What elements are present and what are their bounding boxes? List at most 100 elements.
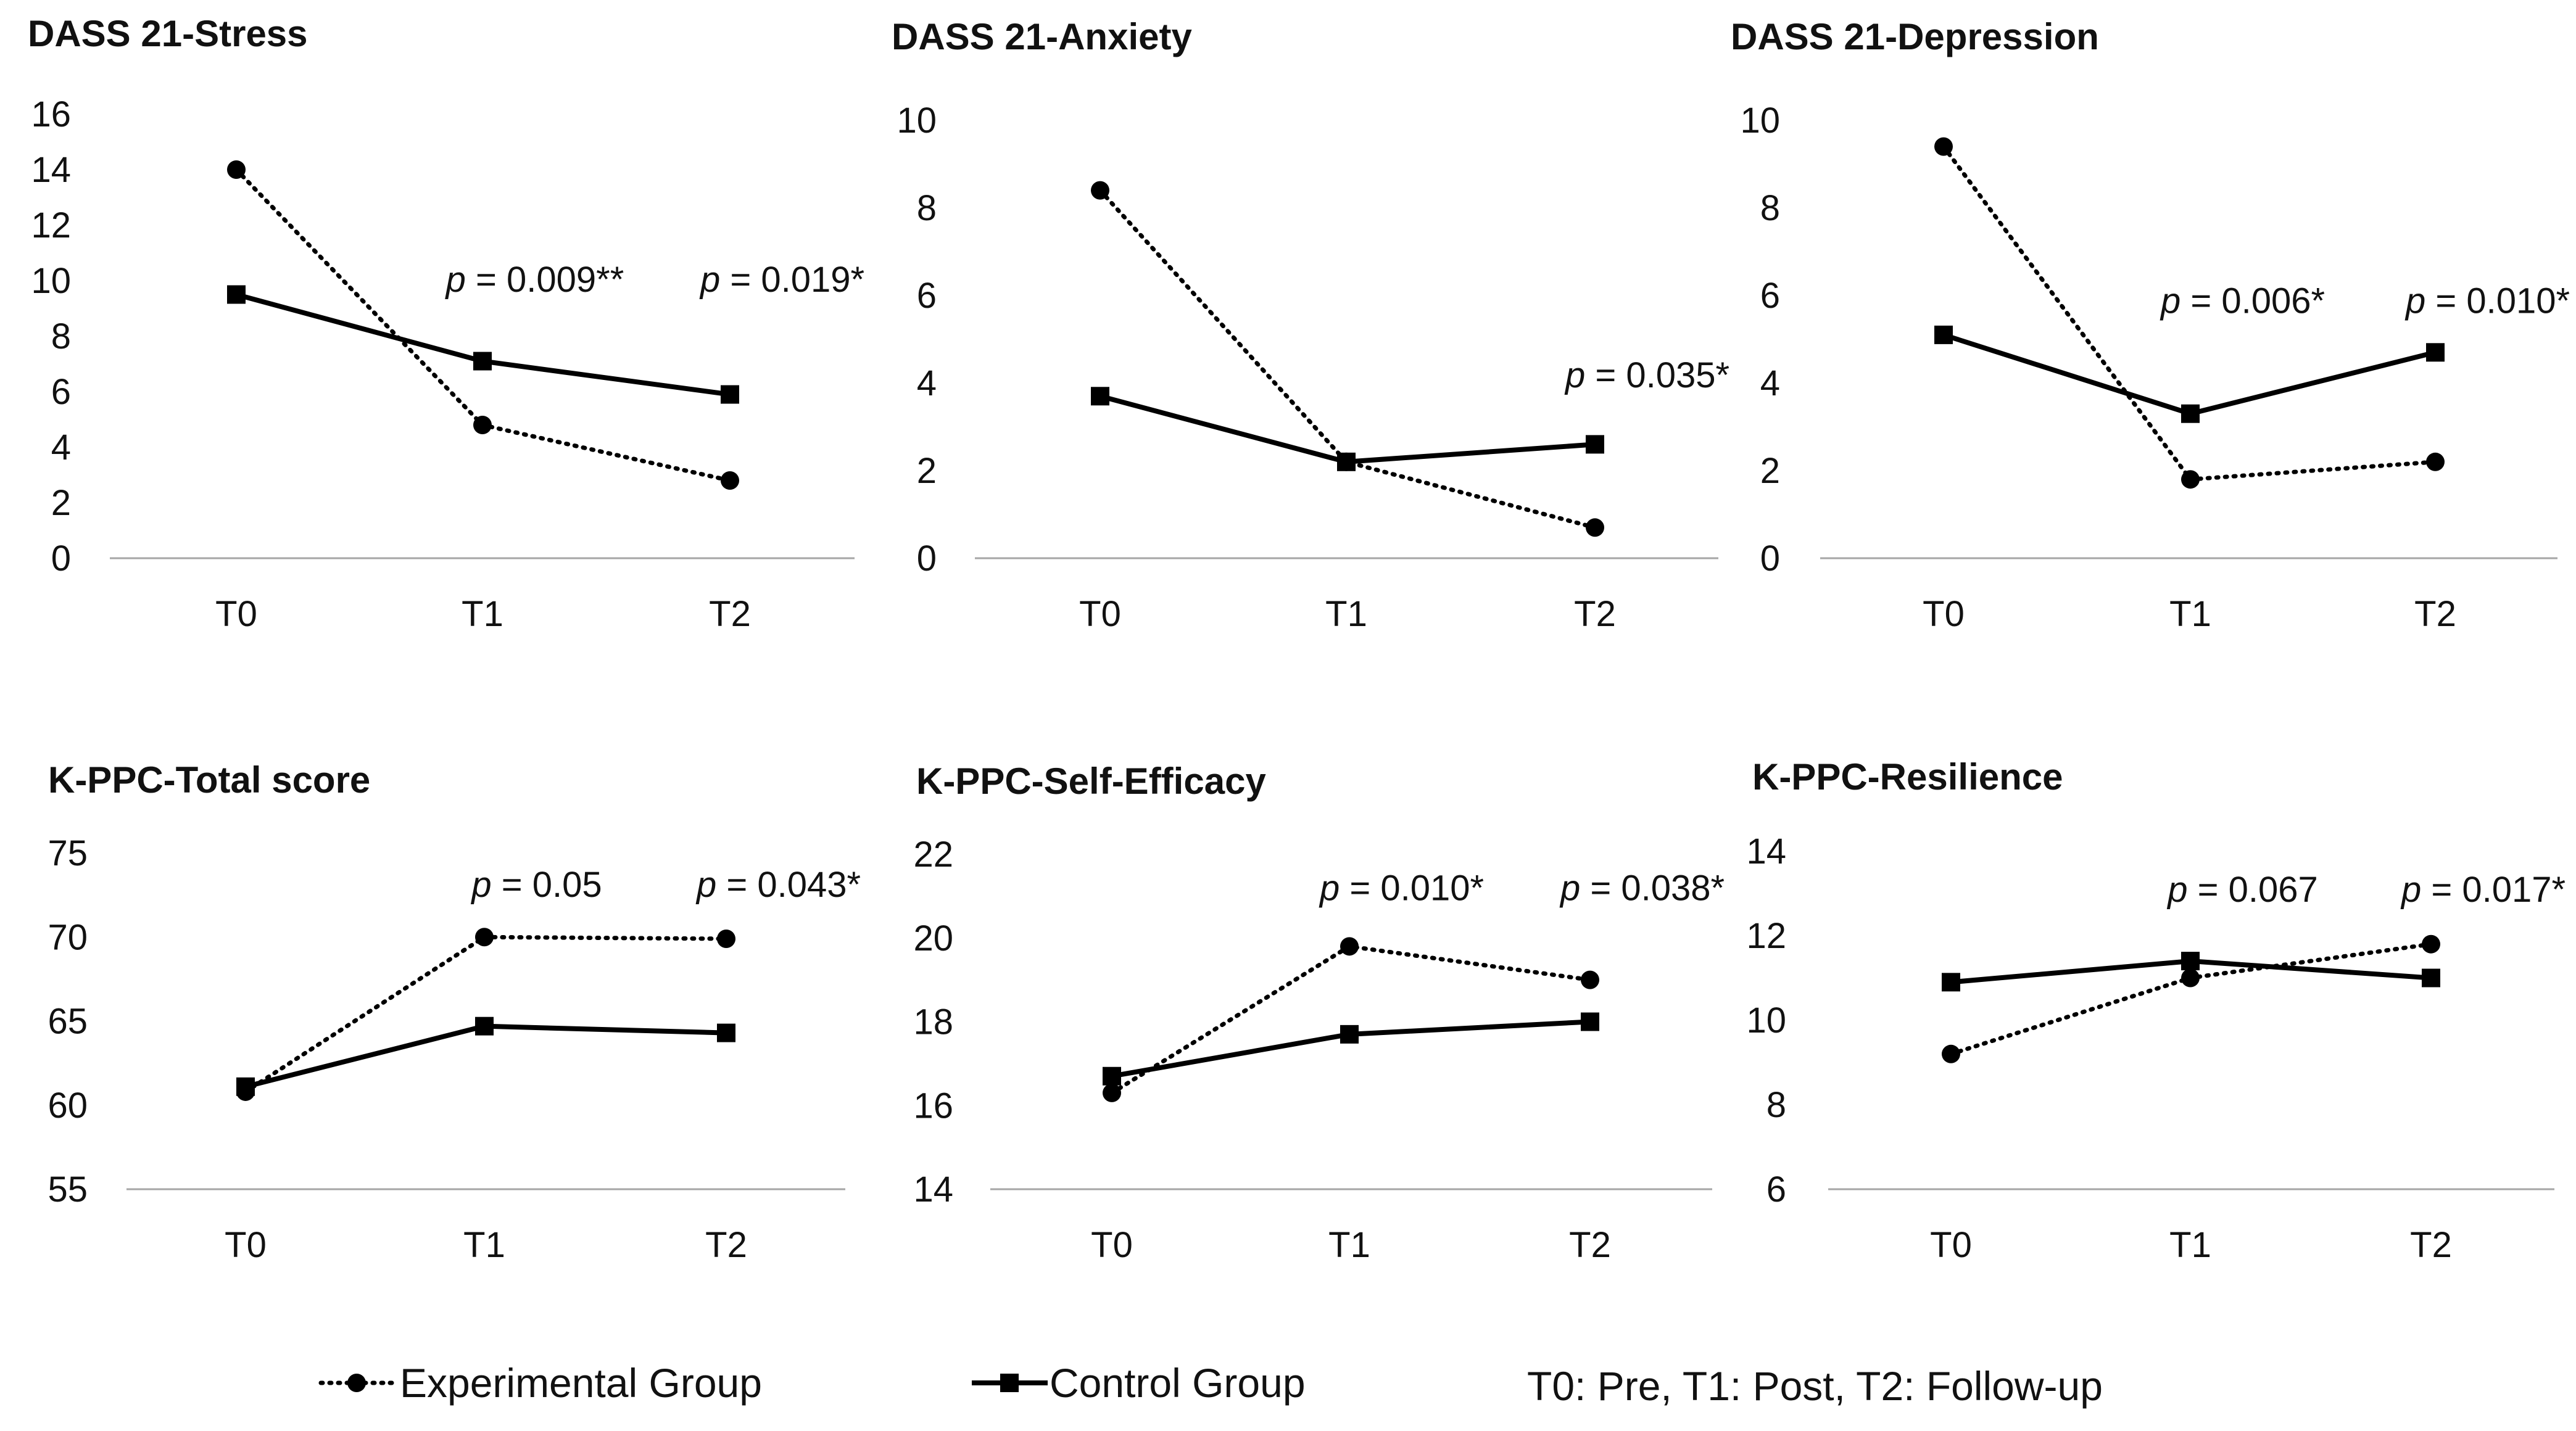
p-value-annotation: p = 0.067 [2166, 870, 2318, 910]
experimental-point [1586, 518, 1604, 537]
y-tick-label: 12 [31, 205, 71, 245]
x-tick-label: T2 [2410, 1225, 2452, 1265]
x-tick-label: T0 [225, 1225, 267, 1265]
y-tick-label: 6 [917, 276, 937, 316]
legend-timepoint-note: T0: Pre, T1: Post, T2: Follow-up [1527, 1363, 2103, 1409]
y-tick-label: 12 [1746, 916, 1786, 956]
x-tick-label: T1 [1325, 594, 1367, 634]
x-tick-label: T2 [2414, 594, 2456, 634]
x-tick-label: T0 [1923, 594, 1965, 634]
control-series-line [1099, 394, 1596, 464]
experimental-series-line [1109, 944, 1592, 1095]
y-tick-label: 0 [917, 538, 937, 579]
control-series-line [1942, 332, 2436, 416]
y-tick-label: 8 [1766, 1085, 1786, 1125]
x-tick-label: T1 [2169, 1225, 2211, 1265]
y-tick-label: 10 [31, 261, 71, 301]
x-tick-label: T2 [1569, 1225, 1611, 1265]
p-value-annotation: p = 0.009** [445, 260, 624, 300]
y-tick-label: 16 [31, 94, 71, 134]
chart-title: K-PPC-Self-Efficacy [916, 761, 1266, 802]
p-value-annotation: p = 0.019* [699, 260, 864, 300]
y-tick-label: 6 [1766, 1169, 1786, 1210]
control-series-line [235, 292, 731, 397]
legend-experimental-label: Experimental Group [400, 1360, 762, 1406]
experimental-point [1934, 137, 1953, 156]
experimental-point [1103, 1083, 1121, 1102]
p-value-annotation: p = 0.010* [1319, 868, 1484, 909]
chart-panel-5: K-PPC-Self-Efficacy 14 16 18 20 22 T0 T1 T2 p = 0… [913, 761, 1725, 1265]
control-point [721, 385, 739, 404]
control-point [717, 1023, 735, 1042]
y-tick-label: 0 [1760, 538, 1780, 579]
experimental-point [473, 416, 492, 434]
control-point [1103, 1066, 1121, 1086]
y-tick-label: 2 [917, 451, 937, 491]
p-value-annotation: p = 0.038* [1559, 868, 1725, 909]
control-point [1091, 387, 1109, 406]
x-tick-label: T1 [2169, 594, 2211, 634]
y-tick-label: 4 [1760, 363, 1780, 403]
control-point [1586, 435, 1604, 454]
chart-title: DASS 21-Anxiety [892, 16, 1192, 57]
chart-panel-4: K-PPC-Total score 55 60 65 70 75 T0 T1 T2 p = 0.0… [48, 759, 861, 1265]
y-tick-label: 6 [1760, 276, 1780, 316]
experimental-point [717, 929, 735, 948]
chart-panel-2: DASS 21-Anxiety 0 2 4 6 8 10 T0 T1 T2 p = 0.035* [892, 16, 1729, 634]
y-tick-label: 4 [51, 427, 71, 468]
experimental-point [1581, 970, 1599, 989]
y-tick-label: 2 [1760, 451, 1780, 491]
legend-experimental-marker [318, 1374, 400, 1392]
y-tick-label: 18 [913, 1002, 953, 1042]
control-point [1934, 325, 1953, 344]
legend: Experimental Group Control Group T0: Pre… [318, 1360, 2103, 1409]
y-tick-label: 6 [51, 372, 71, 412]
y-tick-label: 22 [913, 835, 953, 875]
control-point [1337, 452, 1356, 471]
x-tick-label: T1 [462, 594, 503, 634]
experimental-point [2181, 968, 2200, 988]
y-tick-label: 20 [913, 918, 953, 959]
control-point [473, 352, 492, 371]
control-point [236, 1077, 255, 1096]
legend-control-label: Control Group [1050, 1360, 1306, 1406]
y-tick-label: 14 [1746, 831, 1786, 872]
experimental-point [227, 160, 246, 179]
y-tick-label: 60 [48, 1086, 88, 1126]
chart-panel-3: DASS 21-Depression 0 2 4 6 8 10 T0 T1 T2 p = 0.006… [1731, 16, 2570, 634]
x-tick-label: T0 [215, 594, 257, 634]
x-tick-label: T2 [705, 1225, 747, 1265]
y-tick-label: 8 [1760, 188, 1780, 228]
p-value-annotation: p = 0.010* [2404, 281, 2570, 321]
experimental-point [1091, 181, 1109, 200]
y-tick-label: 4 [917, 363, 937, 403]
experimental-point [2422, 934, 2440, 954]
p-value-annotation: p = 0.043* [695, 865, 861, 905]
x-tick-label: T0 [1930, 1225, 1972, 1265]
control-point [1581, 1012, 1599, 1031]
charts-group: DASS 21-Stress 0 2 4 6 8 10 12 14 16 T0 T1 T2 p = 0.0… [28, 13, 2570, 1265]
control-point [1340, 1025, 1359, 1044]
control-point [2181, 952, 2200, 971]
chart-title: DASS 21-Stress [28, 13, 308, 54]
p-value-annotation: p = 0.017* [2400, 870, 2566, 910]
experimental-point [721, 471, 739, 490]
p-value-annotation: p = 0.035* [1564, 355, 1729, 395]
experimental-point [1340, 937, 1359, 956]
experimental-point [1942, 1044, 1960, 1063]
y-tick-label: 16 [913, 1086, 953, 1126]
y-tick-label: 70 [48, 917, 88, 957]
control-point [227, 285, 246, 304]
chart-panel-1: DASS 21-Stress 0 2 4 6 8 10 12 14 16 T0 T1 T2 p = 0.0… [28, 13, 864, 634]
x-tick-label: T0 [1079, 594, 1121, 634]
y-tick-label: 10 [1746, 1000, 1786, 1041]
y-tick-label: 10 [897, 101, 937, 141]
x-tick-label: T2 [1574, 594, 1616, 634]
chart-title: K-PPC-Total score [48, 759, 370, 801]
y-tick-label: 10 [1740, 101, 1780, 141]
experimental-series-line [1098, 188, 1597, 530]
y-tick-label: 14 [913, 1169, 953, 1210]
chart-title: DASS 21-Depression [1731, 16, 2099, 57]
y-tick-label: 8 [51, 316, 71, 357]
